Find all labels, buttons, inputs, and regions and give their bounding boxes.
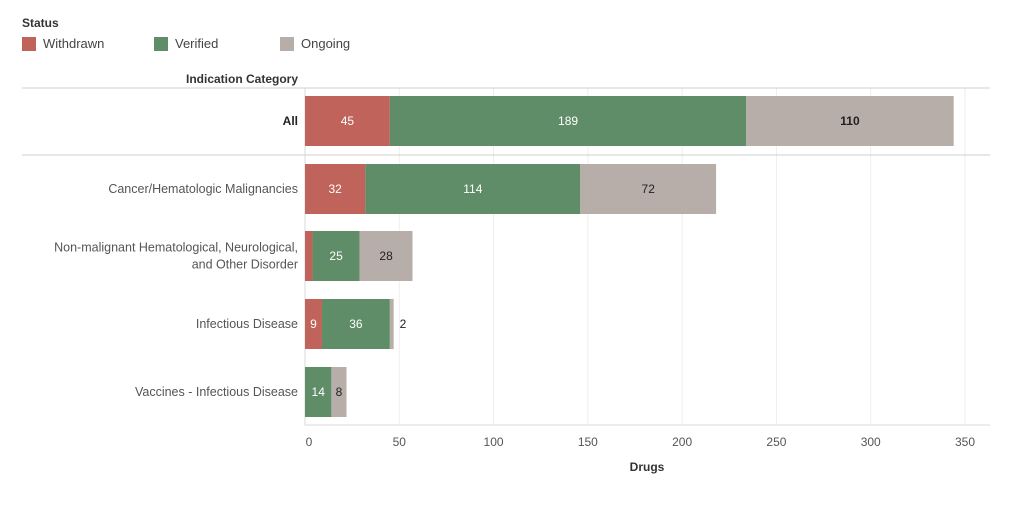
category-label: Cancer/Hematologic Malignancies bbox=[108, 182, 298, 196]
x-axis-ticks: 0 50 100 150 200 250 300 350 bbox=[306, 435, 976, 449]
x-tick-label: 0 bbox=[306, 435, 313, 449]
bar-value-label: 110 bbox=[840, 114, 860, 128]
x-tick-label: 200 bbox=[672, 435, 692, 449]
bar-value-label: 114 bbox=[463, 182, 482, 196]
legend-item-ongoing[interactable]: Ongoing bbox=[280, 36, 350, 51]
legend-label-withdrawn: Withdrawn bbox=[43, 36, 105, 51]
bar-value-label: 8 bbox=[336, 385, 343, 399]
x-tick-label: 100 bbox=[484, 435, 504, 449]
bar-value-label: 14 bbox=[312, 385, 326, 399]
bar-value-label: 32 bbox=[328, 182, 342, 196]
bar-value-label: 2 bbox=[400, 317, 407, 331]
bar-value-label: 28 bbox=[379, 249, 393, 263]
x-tick-label: 50 bbox=[393, 435, 407, 449]
bar-segment[interactable] bbox=[305, 299, 322, 349]
bar-segment[interactable] bbox=[580, 164, 717, 214]
bar-segment[interactable] bbox=[305, 96, 390, 146]
category-label: and Other Disorder bbox=[192, 258, 298, 272]
withdrawn-swatch bbox=[22, 36, 36, 51]
bar-value-label: 25 bbox=[329, 249, 343, 263]
legend-title: Status bbox=[22, 16, 59, 30]
bar-segment[interactable] bbox=[312, 231, 360, 281]
legend-label-ongoing: Ongoing bbox=[301, 36, 351, 51]
row-separators bbox=[22, 87, 990, 156]
legend-item-verified[interactable]: Verified bbox=[154, 36, 260, 51]
legend-item-withdrawn[interactable]: Withdrawn bbox=[22, 36, 134, 51]
x-tick-label: 350 bbox=[955, 435, 975, 449]
category-label: Non-malignant Hematological, Neurologica… bbox=[54, 241, 298, 255]
bars bbox=[305, 96, 954, 417]
legend-items: Withdrawn Verified Ongoing bbox=[22, 36, 370, 51]
category-label: Infectious Disease bbox=[196, 317, 298, 331]
legend: Status Withdrawn Verified Ongoing bbox=[22, 16, 370, 51]
row-header: Indication Category bbox=[186, 72, 298, 86]
bar-segment[interactable] bbox=[389, 96, 747, 146]
bar-value-label: 72 bbox=[642, 182, 656, 196]
x-tick-label: 150 bbox=[578, 435, 598, 449]
category-label: Vaccines - Infectious Disease bbox=[135, 385, 298, 399]
bar-value-label: 36 bbox=[349, 317, 363, 331]
category-label: All bbox=[283, 114, 298, 128]
bar-segment[interactable] bbox=[746, 96, 954, 146]
bar-segment[interactable] bbox=[331, 367, 347, 417]
legend-label-verified: Verified bbox=[175, 36, 219, 51]
x-axis-label: Drugs bbox=[630, 460, 665, 474]
bar-value-label: 45 bbox=[341, 114, 355, 128]
category-labels: All Cancer/Hematologic Malignancies Non-ma… bbox=[54, 114, 298, 399]
bar-segment[interactable] bbox=[321, 299, 390, 349]
bar-segment[interactable] bbox=[305, 367, 332, 417]
x-tick-label: 250 bbox=[766, 435, 786, 449]
bar-segment[interactable] bbox=[305, 164, 366, 214]
bar-segment[interactable] bbox=[365, 164, 581, 214]
bar-segment[interactable] bbox=[389, 299, 394, 349]
verified-swatch bbox=[154, 36, 168, 51]
x-tick-label: 300 bbox=[861, 435, 881, 449]
bar-labels: 45 189 110 32 114 72 25 28 9 36 2 14 8 bbox=[310, 114, 860, 399]
bar-segment[interactable] bbox=[305, 231, 313, 281]
bar-value-label: 9 bbox=[310, 317, 317, 331]
ongoing-swatch bbox=[280, 36, 294, 51]
bar-segment[interactable] bbox=[359, 231, 413, 281]
bar-value-label: 189 bbox=[558, 114, 578, 128]
